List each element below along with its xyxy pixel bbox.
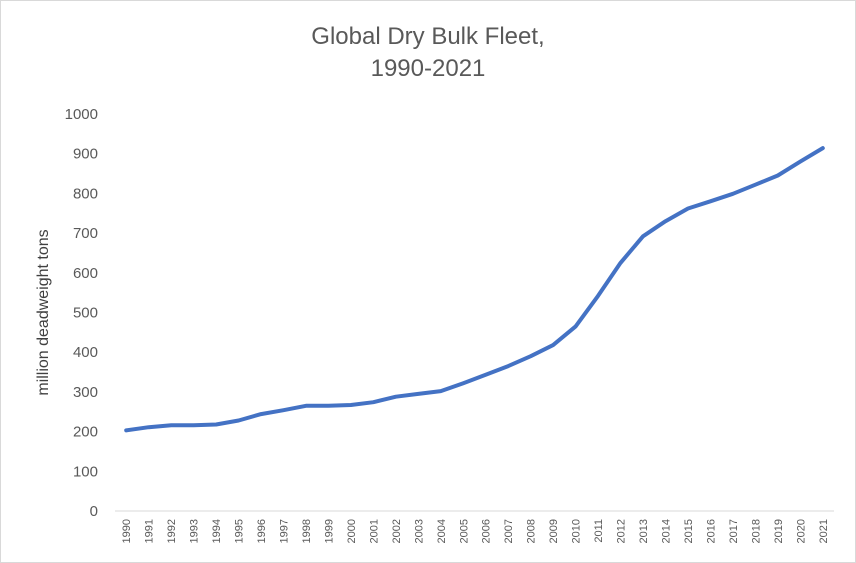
x-tick-label: 2010 xyxy=(571,519,583,543)
y-tick-label: 600 xyxy=(73,265,98,282)
x-tick-label: 2003 xyxy=(413,519,425,543)
x-tick-label: 2015 xyxy=(683,519,695,543)
y-tick-label: 100 xyxy=(73,463,98,480)
chart-title-line2: 1990-2021 xyxy=(370,55,486,82)
y-tick-label: 800 xyxy=(73,185,98,202)
x-tick-label: 2012 xyxy=(616,519,628,543)
y-axis-ticks: 0 100 200 300 400 500 600 700 800 900 1000 xyxy=(65,106,98,520)
y-tick-label: 700 xyxy=(73,225,98,242)
x-tick-label: 1993 xyxy=(189,519,201,543)
x-tick-label: 2005 xyxy=(458,519,470,543)
x-tick-label: 2002 xyxy=(391,519,403,543)
chart-title: Global Dry Bulk Fleet, 1990-2021 xyxy=(1,21,855,85)
x-tick-label: 2007 xyxy=(503,519,515,543)
y-tick-label: 900 xyxy=(73,146,98,163)
x-tick-label: 2019 xyxy=(773,519,785,543)
chart-title-line1: Global Dry Bulk Fleet, xyxy=(311,23,545,50)
x-tick-label: 1991 xyxy=(144,519,156,543)
series-line xyxy=(124,146,825,433)
x-tick-label: 2006 xyxy=(481,519,493,543)
x-tick-label: 2021 xyxy=(818,519,830,543)
y-axis-label: million deadweight tons xyxy=(35,229,52,395)
y-tick-label: 300 xyxy=(73,384,98,401)
x-tick-label: 2016 xyxy=(705,519,717,543)
x-tick-label: 2008 xyxy=(526,519,538,543)
y-tick-label: 500 xyxy=(73,305,98,322)
x-tick-label: 1994 xyxy=(211,519,223,543)
y-tick-label: 200 xyxy=(73,424,98,441)
x-tick-label: 2014 xyxy=(660,519,672,543)
x-tick-label: 1996 xyxy=(256,519,268,543)
y-tick-label: 1000 xyxy=(65,106,98,123)
x-axis-ticks: 1990 1991 1992 1993 1994 1995 1996 1997 1998 1999… xyxy=(121,519,830,543)
x-tick-label: 2020 xyxy=(795,519,807,543)
x-tick-label: 2009 xyxy=(548,519,560,543)
y-tick-label: 400 xyxy=(73,344,98,361)
x-tick-label: 2013 xyxy=(638,519,650,543)
x-tick-label: 1998 xyxy=(301,519,313,543)
x-tick-label: 1997 xyxy=(279,519,291,543)
x-tick-label: 2000 xyxy=(346,519,358,543)
y-tick-label: 0 xyxy=(90,503,98,520)
x-tick-label: 1992 xyxy=(166,519,178,543)
x-tick-label: 2004 xyxy=(436,519,448,543)
x-tick-label: 2018 xyxy=(750,519,762,543)
x-tick-label: 1995 xyxy=(234,519,246,543)
x-tick-label: 2011 xyxy=(593,519,605,543)
x-tick-label: 2017 xyxy=(728,519,740,543)
x-tick-label: 2001 xyxy=(368,519,380,543)
x-tick-label: 1990 xyxy=(121,519,133,543)
x-tick-label: 1999 xyxy=(323,519,335,543)
